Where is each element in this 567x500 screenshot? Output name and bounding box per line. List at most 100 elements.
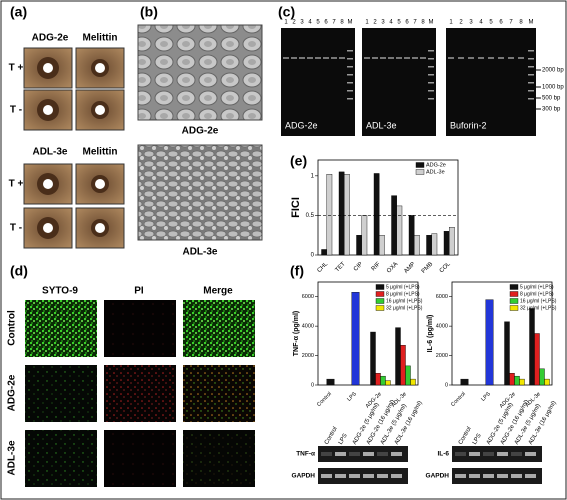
well [95, 223, 105, 233]
lane-label: 8 [340, 20, 344, 26]
lane-label: 1 [284, 20, 288, 26]
ladder-band [347, 66, 353, 68]
bar [426, 235, 432, 256]
lane-label: 2 [373, 20, 377, 26]
gel-caption: ADG-2e [285, 120, 318, 130]
row-label: Control [7, 310, 18, 346]
bar [391, 195, 397, 256]
column-label: SYTO-9 [42, 286, 78, 297]
micrograph [104, 300, 176, 357]
lane-label: M [529, 20, 534, 26]
y-axis-label: TNF-α (pg/ml) [293, 311, 300, 357]
lane-label: 5 [397, 20, 401, 26]
blot-label: GAPDH [426, 473, 450, 480]
lane-label: 3 [381, 20, 385, 26]
legend-label: ADL-3e [426, 169, 445, 175]
band [323, 57, 329, 59]
ladder-band [428, 98, 434, 100]
bar [380, 375, 386, 386]
band [372, 57, 378, 59]
band [488, 57, 494, 59]
marker-label: 1000 bp [542, 85, 564, 91]
bar [400, 345, 406, 386]
plate-image [75, 163, 125, 205]
legend-label: 32 μg/ml (+LPS) [386, 305, 423, 311]
lane-label: M [429, 20, 434, 26]
band [404, 57, 410, 59]
ladder-band [528, 58, 534, 60]
band [380, 57, 386, 59]
ladder-band [428, 58, 434, 60]
panel-label: (e) [290, 153, 307, 169]
legend-label: 5 μg/ml (+LPS) [520, 284, 554, 290]
panel-label: (d) [10, 263, 28, 279]
band [364, 57, 370, 59]
bar [410, 378, 416, 386]
lane-label: 6 [324, 20, 328, 26]
row-label: T - [10, 105, 22, 116]
blot-band [455, 452, 466, 456]
y-tick-label: 6000 [302, 294, 314, 300]
bar [534, 333, 540, 386]
micrograph [183, 365, 255, 422]
lane-label: 1 [365, 20, 369, 26]
panel-label: (f) [290, 263, 304, 279]
ladder-band [528, 82, 534, 84]
y-tick-label: 0 [311, 382, 314, 388]
blot-band [363, 452, 374, 456]
y-tick-label: 0.5 [306, 213, 315, 219]
ladder-band [428, 74, 434, 76]
band [396, 57, 402, 59]
legend-label: 8 μg/ml (+LPS) [520, 291, 554, 297]
ladder-band [347, 82, 353, 84]
blot-band [391, 452, 402, 456]
fluorescence-grid: SYTO-9 PI Merge Control ADG-2e ADL-3e [7, 286, 255, 487]
y-tick-label: 4000 [436, 324, 448, 330]
bar [509, 373, 515, 386]
legend-swatch [509, 284, 519, 290]
band [331, 57, 337, 59]
ladder-band [428, 50, 434, 52]
bar [529, 308, 535, 386]
bar [375, 373, 381, 386]
micrograph [104, 365, 176, 422]
lane-label: 6 [405, 20, 409, 26]
x-tick-label: LPS [480, 391, 492, 403]
well [43, 105, 53, 115]
sem-image [137, 144, 263, 241]
lane-label: 1 [449, 20, 453, 26]
band [498, 57, 504, 59]
band [299, 57, 305, 59]
y-tick-label: 4000 [302, 324, 314, 330]
legend-swatch [509, 305, 519, 311]
row-label: T + [9, 179, 24, 190]
blot-band [377, 474, 388, 478]
band [448, 57, 454, 59]
y-tick-label: 0 [445, 382, 448, 388]
lane-label: 7 [509, 20, 513, 26]
micrograph [25, 430, 97, 487]
image-caption: ADG-2e [182, 126, 219, 137]
gel-image [446, 28, 536, 136]
band [283, 57, 289, 59]
bar [514, 375, 520, 386]
well [95, 179, 105, 189]
legend-swatch [375, 305, 385, 311]
blot-band [497, 474, 508, 478]
lane-label: 5 [316, 20, 320, 26]
blot-band [349, 452, 360, 456]
legend-label: 16 μg/ml (+LPS) [520, 298, 557, 304]
band [315, 57, 321, 59]
bar [373, 173, 380, 256]
blot-band [335, 474, 346, 478]
lane-label: 8 [519, 20, 523, 26]
lane-label: 3 [469, 20, 473, 26]
band [508, 57, 514, 59]
bar [379, 235, 385, 256]
bar [485, 299, 494, 386]
bar [338, 171, 345, 256]
y-tick-label: 0 [311, 253, 315, 259]
legend-swatch [375, 284, 385, 290]
